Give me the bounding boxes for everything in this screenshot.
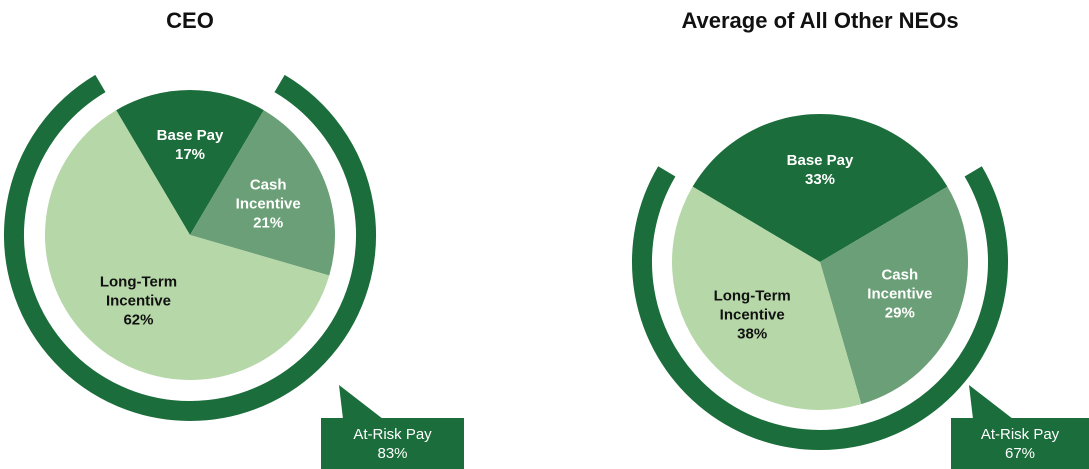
slice-value: 29% — [884, 304, 915, 322]
slice-name: Cash Incentive — [867, 266, 933, 303]
chart-title: Average of All Other NEOs — [681, 8, 959, 33]
pie-slice — [190, 110, 336, 276]
callout-pointer — [969, 385, 1013, 419]
slice-name: Long-Term Incentive — [713, 287, 791, 324]
slice-value: 38% — [737, 325, 768, 343]
callout-box — [321, 418, 464, 469]
slice-name: Base Pay — [786, 152, 854, 170]
slice-name: Long-Term Incentive — [99, 273, 178, 310]
callout-box — [951, 418, 1089, 469]
slice-label: Base Pay 17% — [138, 126, 242, 164]
callout-label: At-Risk Pay — [353, 426, 432, 443]
slice-value: 62% — [123, 311, 154, 329]
slice-name: Base Pay — [156, 127, 224, 145]
pie-slice — [692, 113, 948, 263]
callout-text: At-Risk Pay 83% — [321, 425, 464, 463]
slice-label: Base Pay 33% — [768, 151, 872, 189]
callout-label: At-Risk Pay — [980, 426, 1060, 443]
callout-pointer — [339, 385, 383, 419]
slice-label: Cash Incentive 29% — [848, 265, 952, 322]
chart-title: CEO — [166, 8, 214, 33]
slice-name: Cash Incentive — [235, 176, 301, 213]
slice-label: Long-Term Incentive 62% — [86, 273, 190, 330]
pie-slice — [672, 186, 862, 410]
slice-value: 21% — [253, 214, 284, 232]
callout-value: 67% — [1004, 445, 1036, 462]
pie-slice — [44, 110, 330, 381]
pie-slice — [116, 90, 264, 235]
slice-value: 17% — [174, 146, 206, 164]
callout-text: At-Risk Pay 67% — [951, 425, 1089, 463]
at-risk-ring — [632, 166, 1008, 450]
callout-value: 83% — [377, 445, 408, 462]
pie-slice — [820, 186, 969, 405]
slice-label: Long-Term Incentive 38% — [700, 286, 804, 343]
slice-value: 33% — [804, 171, 836, 189]
slice-label: Cash Incentive 21% — [216, 176, 320, 233]
at-risk-ring — [4, 74, 376, 421]
